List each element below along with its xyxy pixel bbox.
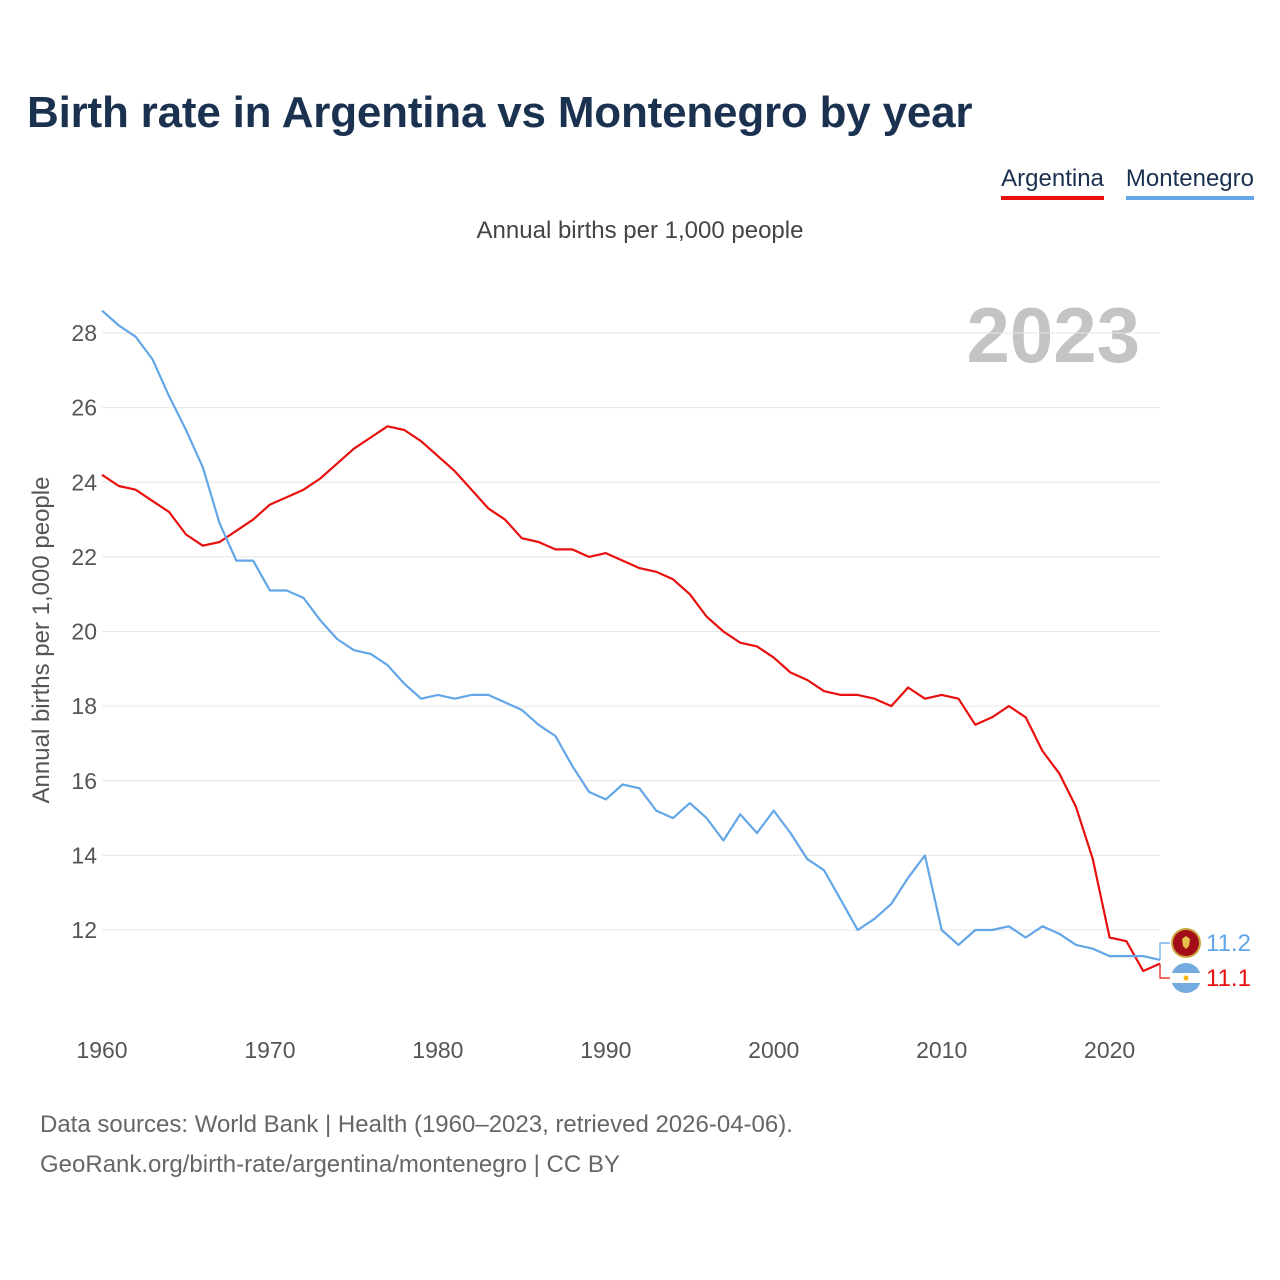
end-label-montenegro: 11.2 bbox=[1206, 930, 1251, 957]
connector-montenegro bbox=[1159, 942, 1170, 960]
legend-item-montenegro[interactable]: Montenegro bbox=[1125, 165, 1254, 200]
x-tick-label: 2020 bbox=[1084, 1037, 1135, 1063]
chart-subtitle: Annual births per 1,000 people bbox=[476, 217, 804, 244]
x-tick-label: 2000 bbox=[748, 1037, 799, 1063]
legend: Argentina Montenegro bbox=[1001, 165, 1254, 200]
x-tick-label: 1990 bbox=[580, 1037, 631, 1063]
montenegro-flag-icon bbox=[1171, 928, 1201, 958]
end-markers: 11.2 11.1 bbox=[1159, 928, 1251, 993]
argentina-flag-icon bbox=[1171, 963, 1201, 993]
series-line-montenegro[interactable] bbox=[101, 309, 1161, 961]
x-tick-labels: 1960 1970 1980 1990 2000 2010 2020 bbox=[76, 1037, 1135, 1063]
series-lines bbox=[101, 309, 1161, 973]
y-tick-label: 20 bbox=[71, 619, 97, 645]
gridlines bbox=[102, 332, 1160, 931]
connector-argentina bbox=[1159, 963, 1170, 979]
series-line-argentina[interactable] bbox=[101, 425, 1161, 973]
y-tick-label: 26 bbox=[71, 395, 97, 421]
y-tick-label: 18 bbox=[71, 693, 97, 719]
y-tick-label: 16 bbox=[71, 768, 97, 794]
y-tick-label: 14 bbox=[71, 842, 97, 868]
y-tick-label: 22 bbox=[71, 544, 97, 570]
end-label-argentina: 11.1 bbox=[1206, 965, 1251, 992]
chart-title: Birth rate in Argentina vs Montenegro by… bbox=[27, 88, 973, 137]
source-line-2[interactable]: GeoRank.org/birth-rate/argentina/montene… bbox=[40, 1151, 620, 1178]
x-tick-label: 1980 bbox=[412, 1037, 463, 1063]
legend-item-argentina[interactable]: Argentina bbox=[1001, 165, 1104, 200]
source-line-1: Data sources: World Bank | Health (1960–… bbox=[40, 1111, 793, 1138]
y-tick-label: 28 bbox=[71, 320, 97, 346]
x-tick-label: 2010 bbox=[916, 1037, 967, 1063]
source-note: Data sources: World Bank | Health (1960–… bbox=[40, 1105, 793, 1185]
y-tick-label: 24 bbox=[71, 469, 97, 495]
y-tick-labels: 12 14 16 18 20 22 24 26 28 bbox=[71, 320, 97, 943]
y-tick-label: 12 bbox=[71, 917, 97, 943]
x-tick-label: 1970 bbox=[244, 1037, 295, 1063]
year-watermark: 2023 bbox=[966, 291, 1140, 379]
x-tick-label: 1960 bbox=[76, 1037, 127, 1063]
